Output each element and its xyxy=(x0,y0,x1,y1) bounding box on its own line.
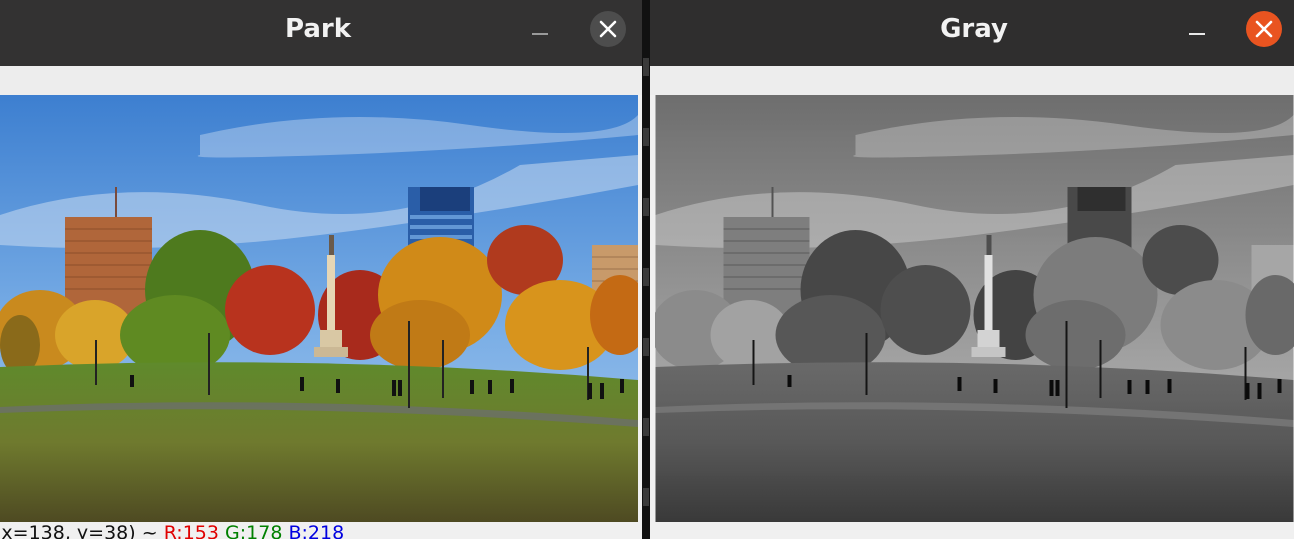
window-gap xyxy=(642,0,650,539)
park-image-canvas[interactable] xyxy=(0,95,642,522)
gray-window-title: Gray xyxy=(940,14,1008,44)
pixel-blue-value: B:218 xyxy=(288,522,345,539)
gray-titlebar[interactable]: Gray xyxy=(650,0,1294,67)
park-close-button[interactable] xyxy=(590,11,626,47)
pixel-readout: (x=138, y=38) ~ R:153 G:178 B:218 xyxy=(0,524,344,539)
gray-window: Gray xyxy=(650,0,1294,539)
park-titlebar[interactable]: Park xyxy=(0,0,642,66)
park-window: Park xyxy=(0,0,642,539)
gray-statusbar xyxy=(650,522,1294,539)
pixel-coords: (x=138, y=38) ~ xyxy=(0,522,158,539)
park-window-title: Park xyxy=(284,14,351,44)
park-photo xyxy=(0,95,642,522)
park-toolbar-area xyxy=(0,66,642,95)
park-statusbar: (x=138, y=38) ~ R:153 G:178 B:218 xyxy=(0,522,642,539)
close-icon xyxy=(599,20,617,38)
gray-photo xyxy=(650,95,1294,522)
pixel-green-value: G:178 xyxy=(225,522,283,539)
close-icon xyxy=(1255,20,1273,38)
gray-toolbar-area xyxy=(650,66,1294,95)
pixel-red-value: R:153 xyxy=(163,522,219,539)
gray-image-canvas[interactable] xyxy=(650,95,1294,522)
gray-close-button[interactable] xyxy=(1246,11,1282,47)
park-minimize-button[interactable] xyxy=(522,22,558,46)
gray-minimize-button[interactable] xyxy=(1179,22,1215,46)
